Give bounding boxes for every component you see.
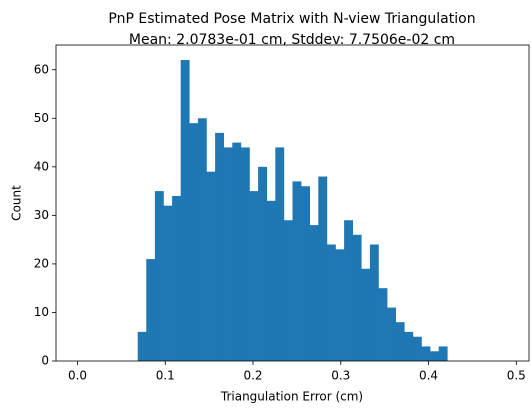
bar bbox=[352, 234, 362, 361]
plot-area bbox=[137, 60, 448, 362]
y-tick-label: 0 bbox=[41, 354, 49, 368]
bar bbox=[378, 288, 388, 361]
bar bbox=[258, 166, 267, 361]
bar bbox=[223, 147, 233, 361]
bar bbox=[438, 346, 448, 361]
bar bbox=[240, 147, 250, 361]
bar bbox=[206, 171, 216, 361]
axes-frame bbox=[55, 44, 530, 362]
bar bbox=[275, 147, 285, 361]
y-tick-label: 20 bbox=[34, 256, 49, 270]
bar bbox=[146, 259, 156, 361]
bar bbox=[249, 191, 259, 361]
bar bbox=[137, 331, 147, 361]
bar bbox=[326, 244, 336, 361]
bar bbox=[404, 331, 414, 361]
x-tick-label: 0.5 bbox=[507, 369, 526, 383]
bar bbox=[283, 220, 293, 361]
bar bbox=[344, 220, 353, 361]
y-tick-label: 30 bbox=[34, 208, 49, 222]
x-tick-label: 0.3 bbox=[331, 369, 350, 383]
bar bbox=[189, 123, 199, 361]
bar bbox=[395, 322, 405, 361]
bar bbox=[180, 60, 190, 362]
bar bbox=[163, 205, 173, 361]
y-axis-label: Count bbox=[10, 185, 24, 221]
bar bbox=[387, 307, 396, 361]
chart-subtitle: Mean: 2.0783e-01 cm, Stddev: 7.7506e-02 … bbox=[129, 32, 455, 48]
bar bbox=[197, 118, 207, 361]
bar bbox=[301, 186, 310, 361]
y-tick-label: 50 bbox=[34, 111, 49, 125]
bar bbox=[309, 225, 319, 361]
x-axis-label: Triangulation Error (cm) bbox=[220, 390, 363, 404]
bar bbox=[335, 249, 345, 361]
bar bbox=[266, 200, 276, 361]
x-tick-label: 0.1 bbox=[156, 369, 175, 383]
x-tick-label: 0.0 bbox=[68, 369, 87, 383]
y-tick-label: 10 bbox=[34, 305, 49, 319]
bar bbox=[421, 346, 431, 361]
chart-title: PnP Estimated Pose Matrix with N-view Tr… bbox=[108, 11, 475, 27]
x-tick-label: 0.4 bbox=[419, 369, 438, 383]
x-tick-label: 0.2 bbox=[243, 369, 262, 383]
bar bbox=[232, 142, 242, 361]
bar bbox=[412, 336, 422, 361]
bar bbox=[369, 244, 379, 361]
bar bbox=[215, 132, 224, 361]
bar bbox=[318, 176, 328, 361]
y-tick-label: 60 bbox=[34, 62, 49, 76]
y-tick-label: 40 bbox=[34, 159, 49, 173]
bar bbox=[172, 195, 181, 361]
bar bbox=[361, 268, 371, 361]
bar bbox=[292, 181, 302, 361]
bar bbox=[154, 191, 164, 361]
bar bbox=[430, 351, 439, 361]
